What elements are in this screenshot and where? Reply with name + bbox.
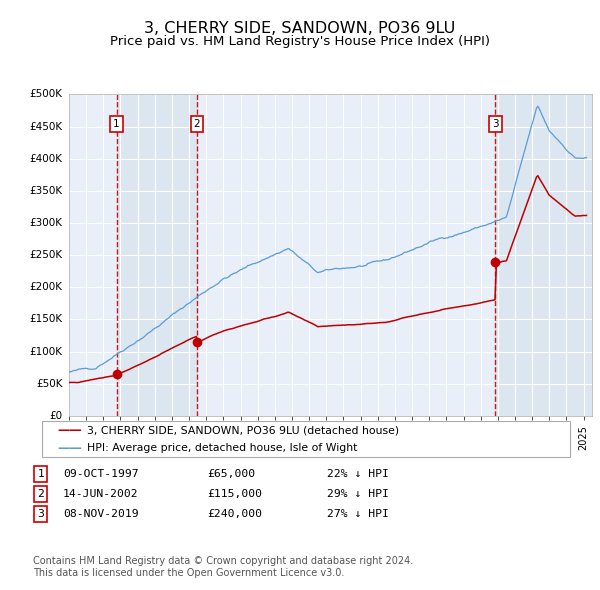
Text: 3, CHERRY SIDE, SANDOWN, PO36 9LU (detached house): 3, CHERRY SIDE, SANDOWN, PO36 9LU (detac… — [87, 426, 399, 436]
Text: 1: 1 — [37, 469, 44, 478]
Text: £240,000: £240,000 — [207, 509, 262, 519]
Text: £115,000: £115,000 — [207, 489, 262, 499]
Bar — [495, 94, 592, 416]
Text: HPI: Average price, detached house, Isle of Wight: HPI: Average price, detached house, Isle… — [87, 443, 358, 453]
Text: £150K: £150K — [29, 314, 63, 325]
Text: 14-JUN-2002: 14-JUN-2002 — [63, 489, 139, 499]
Text: 08-NOV-2019: 08-NOV-2019 — [63, 509, 139, 519]
Text: £65,000: £65,000 — [207, 469, 255, 478]
Text: £450K: £450K — [29, 122, 63, 132]
Text: 2: 2 — [37, 489, 44, 499]
Text: £200K: £200K — [30, 283, 63, 292]
Text: 3: 3 — [492, 119, 499, 129]
Text: £50K: £50K — [36, 379, 63, 389]
Text: 3: 3 — [37, 509, 44, 519]
Text: 27% ↓ HPI: 27% ↓ HPI — [327, 509, 389, 519]
Text: £350K: £350K — [29, 186, 63, 196]
Text: ——: —— — [57, 424, 82, 437]
Text: Price paid vs. HM Land Registry's House Price Index (HPI): Price paid vs. HM Land Registry's House … — [110, 35, 490, 48]
Text: 09-OCT-1997: 09-OCT-1997 — [63, 469, 139, 478]
Text: £400K: £400K — [30, 154, 63, 163]
Text: 29% ↓ HPI: 29% ↓ HPI — [327, 489, 389, 499]
Text: £300K: £300K — [30, 218, 63, 228]
Text: 1: 1 — [113, 119, 120, 129]
Text: £0: £0 — [50, 411, 63, 421]
Text: £250K: £250K — [29, 250, 63, 260]
Text: 3, CHERRY SIDE, SANDOWN, PO36 9LU: 3, CHERRY SIDE, SANDOWN, PO36 9LU — [145, 21, 455, 35]
Text: £100K: £100K — [30, 347, 63, 356]
Text: 2: 2 — [193, 119, 200, 129]
Text: ——: —— — [57, 441, 82, 455]
Text: 22% ↓ HPI: 22% ↓ HPI — [327, 469, 389, 478]
Bar — [116, 94, 197, 416]
Text: Contains HM Land Registry data © Crown copyright and database right 2024.
This d: Contains HM Land Registry data © Crown c… — [33, 556, 413, 578]
Text: £500K: £500K — [30, 90, 63, 99]
